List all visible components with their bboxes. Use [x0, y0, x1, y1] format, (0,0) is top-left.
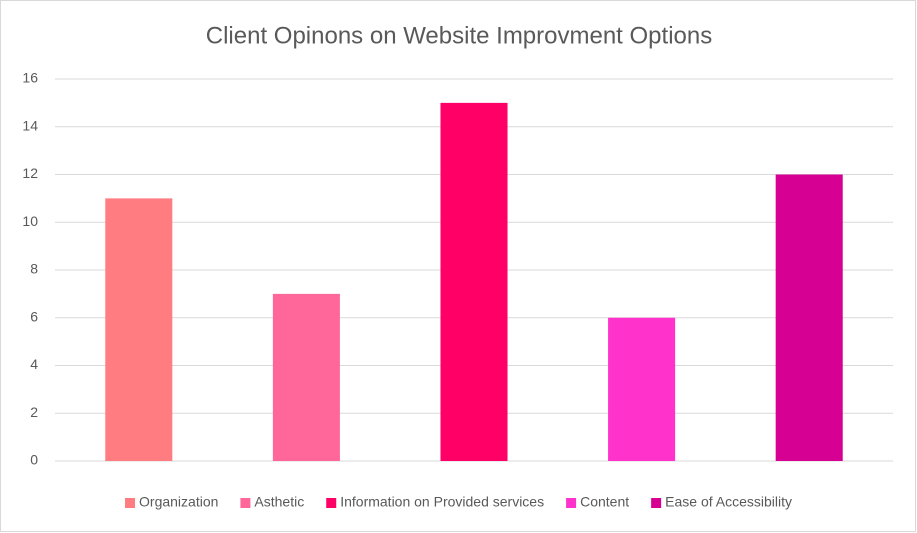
bar	[440, 102, 508, 461]
bar	[775, 174, 843, 461]
legend-swatch	[651, 498, 662, 508]
y-tick-label: 14	[22, 117, 38, 133]
legend-label: Asthetic	[254, 494, 304, 510]
y-tick-label: 2	[30, 404, 38, 420]
bar	[608, 317, 676, 461]
legend-swatch	[240, 498, 251, 508]
y-tick-label: 6	[30, 308, 38, 324]
y-tick-label: 16	[22, 70, 38, 86]
legend-label: Information on Provided services	[340, 494, 544, 510]
y-tick-label: 4	[30, 356, 38, 372]
legend-swatch	[125, 498, 136, 508]
legend-label: Ease of Accessibility	[665, 494, 792, 510]
legend-swatch	[326, 498, 337, 508]
y-tick-label: 8	[30, 261, 38, 277]
legend-swatch	[566, 498, 577, 508]
bar	[272, 293, 340, 461]
legend-label: Content	[580, 494, 629, 510]
legend-label: Organization	[139, 494, 218, 510]
bar	[105, 198, 173, 461]
y-tick-label: 12	[22, 165, 38, 181]
y-tick-label: 0	[30, 452, 38, 468]
y-tick-label: 10	[22, 213, 38, 229]
chart-title: Client Opinons on Website Improvment Opt…	[206, 22, 712, 49]
